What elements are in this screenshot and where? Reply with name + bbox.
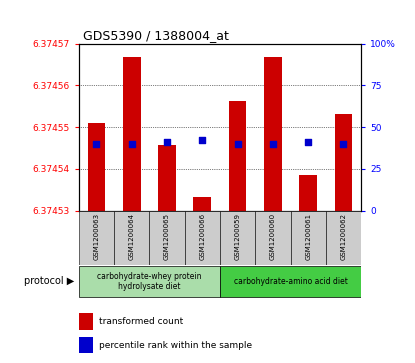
Text: GSM1200066: GSM1200066 <box>199 213 205 260</box>
Bar <box>158 144 176 211</box>
Text: GSM1200061: GSM1200061 <box>305 213 311 260</box>
Bar <box>299 175 317 211</box>
Bar <box>114 211 149 265</box>
Bar <box>220 211 255 265</box>
Bar <box>79 337 93 354</box>
Point <box>129 141 135 147</box>
Text: GSM1200065: GSM1200065 <box>164 213 170 260</box>
Bar <box>88 123 105 211</box>
Point <box>93 141 100 147</box>
Point <box>199 138 205 143</box>
Bar <box>255 211 290 265</box>
Text: GDS5390 / 1388004_at: GDS5390 / 1388004_at <box>83 29 229 42</box>
Bar <box>290 211 326 265</box>
Bar <box>149 211 185 265</box>
Text: percentile rank within the sample: percentile rank within the sample <box>99 341 252 350</box>
Point <box>270 141 276 147</box>
Bar <box>79 313 93 330</box>
Text: GSM1200059: GSM1200059 <box>234 213 241 260</box>
Text: protocol ▶: protocol ▶ <box>24 276 75 286</box>
Point <box>305 139 311 145</box>
Text: carbohydrate-whey protein
hydrolysate diet: carbohydrate-whey protein hydrolysate di… <box>97 272 202 291</box>
Bar <box>193 197 211 211</box>
Text: GSM1200060: GSM1200060 <box>270 213 276 260</box>
Bar <box>229 101 247 211</box>
Text: transformed count: transformed count <box>99 317 183 326</box>
Point <box>340 141 347 147</box>
Text: carbohydrate-amino acid diet: carbohydrate-amino acid diet <box>234 277 347 286</box>
Bar <box>123 57 141 211</box>
Point <box>234 141 241 147</box>
Bar <box>79 266 220 297</box>
Bar <box>264 57 282 211</box>
Bar <box>220 266 361 297</box>
Point <box>164 139 171 145</box>
Bar <box>326 211 361 265</box>
Text: GSM1200064: GSM1200064 <box>129 213 135 260</box>
Text: GSM1200063: GSM1200063 <box>93 213 100 260</box>
Bar <box>185 211 220 265</box>
Text: GSM1200062: GSM1200062 <box>340 213 347 260</box>
Bar <box>334 114 352 211</box>
Bar <box>79 211 114 265</box>
